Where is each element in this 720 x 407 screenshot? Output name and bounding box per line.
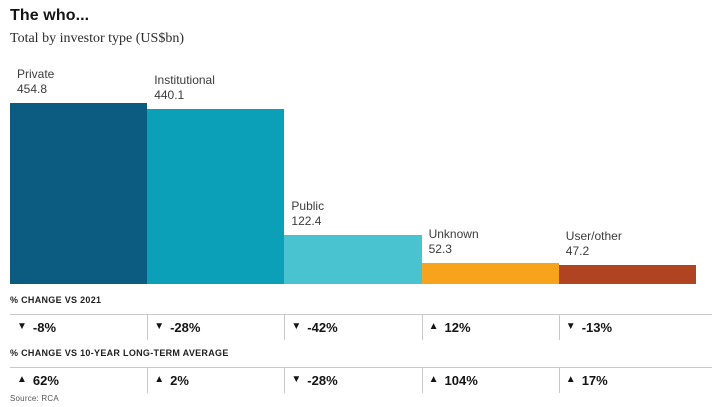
trend-down-icon: ▼	[565, 321, 576, 332]
bar-value: 122.4	[291, 214, 322, 229]
bar-category-name: Unknown	[428, 227, 479, 242]
bar-value: 47.2	[565, 244, 590, 259]
column-divider	[421, 367, 423, 393]
column-divider	[284, 367, 286, 393]
change-value: -28%	[170, 319, 201, 335]
change-value: -8%	[32, 319, 57, 335]
bar-value: 454.8	[17, 82, 48, 96]
bar-value: 440.1	[154, 87, 185, 102]
change-value: 104%	[444, 372, 478, 388]
change-cell: ▲ 104%	[429, 372, 478, 388]
bar-private	[10, 103, 148, 284]
change-cell: ▼ -13%	[566, 319, 612, 335]
change-cell: ▼ -8%	[17, 319, 56, 335]
trend-down-icon: ▼	[291, 321, 302, 332]
column-divider	[284, 314, 286, 340]
bar-user-other	[558, 265, 696, 284]
bar-category-name: User/other	[565, 229, 622, 244]
trend-up-icon: ▲	[428, 321, 439, 332]
source-note: Source: RCA	[10, 394, 59, 403]
trend-up-icon: ▲	[17, 374, 27, 385]
bar-label-user-other: User/other 47.2	[566, 229, 622, 259]
change-value: 17%	[581, 372, 608, 388]
change-cell: ▲ 2%	[154, 372, 189, 388]
bar-category-name: Public	[291, 199, 325, 214]
change-value: 62%	[32, 372, 59, 388]
bar-label-institutional: Institutional 440.1	[154, 73, 215, 103]
change-cell: ▲ 12%	[429, 319, 471, 335]
bar-label-unknown: Unknown 52.3	[429, 227, 479, 257]
trend-up-icon: ▲	[565, 374, 576, 385]
row-divider-line	[10, 314, 712, 315]
change-cell: ▼ -28%	[154, 319, 200, 335]
change-value: 2%	[170, 372, 189, 388]
column-divider	[558, 314, 560, 340]
change-cell: ▼ -28%	[291, 372, 337, 388]
change-value: -28%	[307, 372, 338, 388]
change-value: -13%	[581, 319, 613, 335]
chart-subtitle: Total by investor type (US$bn)	[10, 31, 184, 46]
trend-up-icon: ▲	[428, 374, 439, 385]
column-divider	[421, 314, 423, 340]
bar-label-private: Private 454.8	[17, 67, 54, 97]
row-label: % CHANGE VS 2021	[10, 295, 102, 305]
row-divider-line	[10, 367, 712, 368]
bar-category-name: Institutional	[154, 72, 215, 87]
change-value: -42%	[307, 319, 338, 335]
bar-institutional	[147, 108, 285, 284]
column-divider	[558, 367, 560, 393]
change-cell: ▲ 17%	[566, 372, 608, 388]
chart-title: The who...	[10, 7, 90, 24]
trend-down-icon: ▼	[291, 374, 302, 385]
bar-unknown	[421, 263, 559, 284]
change-cell: ▼ -42%	[291, 319, 337, 335]
row-label: % CHANGE VS 10-YEAR LONG-TERM AVERAGE	[10, 348, 229, 358]
bar-label-public: Public 122.4	[291, 199, 324, 229]
bar-public	[284, 235, 422, 284]
change-cell: ▲ 62%	[17, 372, 59, 388]
bar-value: 52.3	[428, 242, 452, 257]
change-value: 12%	[444, 319, 471, 335]
column-divider	[147, 367, 149, 393]
trend-down-icon: ▼	[154, 321, 165, 332]
trend-down-icon: ▼	[17, 321, 27, 332]
bar-category-name: Private	[17, 67, 55, 81]
trend-up-icon: ▲	[154, 374, 165, 385]
column-divider	[147, 314, 149, 340]
